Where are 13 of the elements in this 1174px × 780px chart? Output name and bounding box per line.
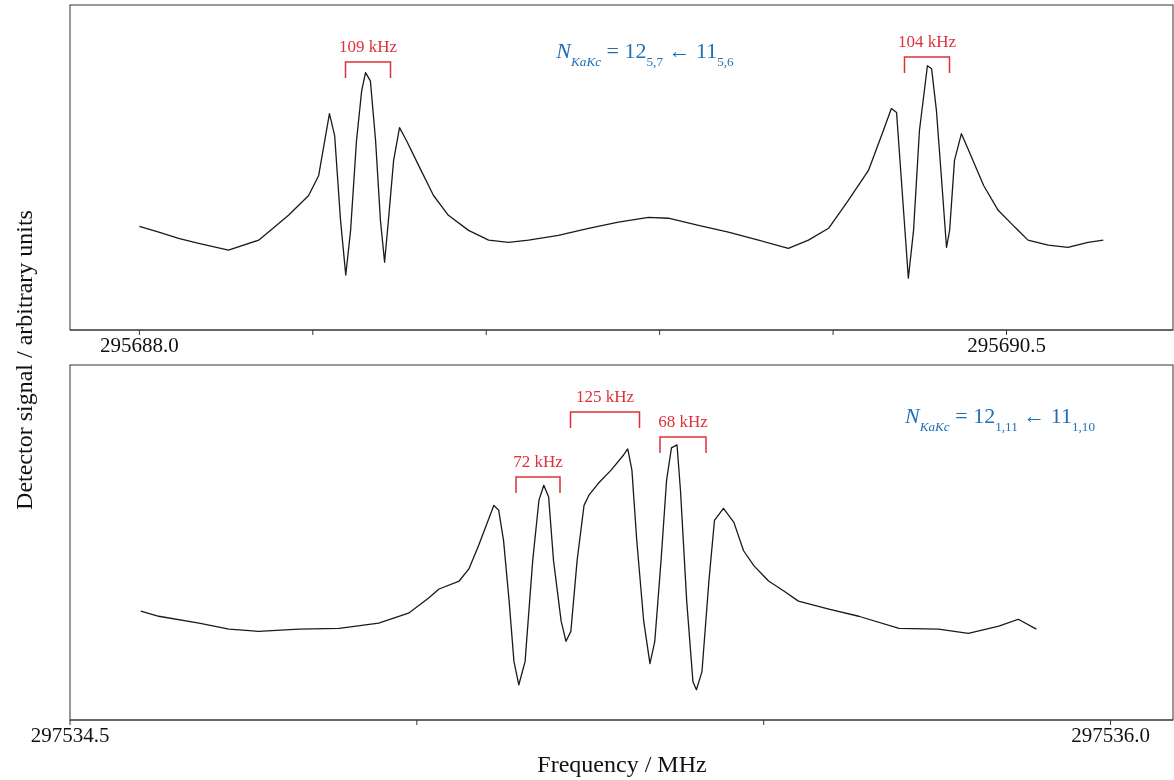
y-axis-title: Detector signal / arbitrary units: [11, 210, 37, 510]
annotation: 72 kHz: [513, 452, 564, 471]
x-tick-label: 295690.5: [967, 332, 1046, 357]
text: 109 kHz: [338, 37, 398, 56]
text: 104 kHz: [897, 32, 957, 51]
text: 68 kHz: [658, 412, 709, 431]
x-tick-label: 297534.5: [30, 722, 110, 747]
annotation: N$_{KaKc}$ = 12$_{5,7}$ ← 11$_{5,6}$: [555, 38, 735, 69]
x-tick-label: 295688.0: [100, 332, 179, 357]
x-tick-label: 297536.0: [1071, 722, 1150, 747]
text: N$_{KaKc}$ = 12$_{1,11}$ ← 11$_{1,10}$: [903, 403, 1096, 434]
text: 125 kHz: [575, 387, 635, 406]
x-axis-title: Frequency / MHz: [537, 751, 707, 777]
